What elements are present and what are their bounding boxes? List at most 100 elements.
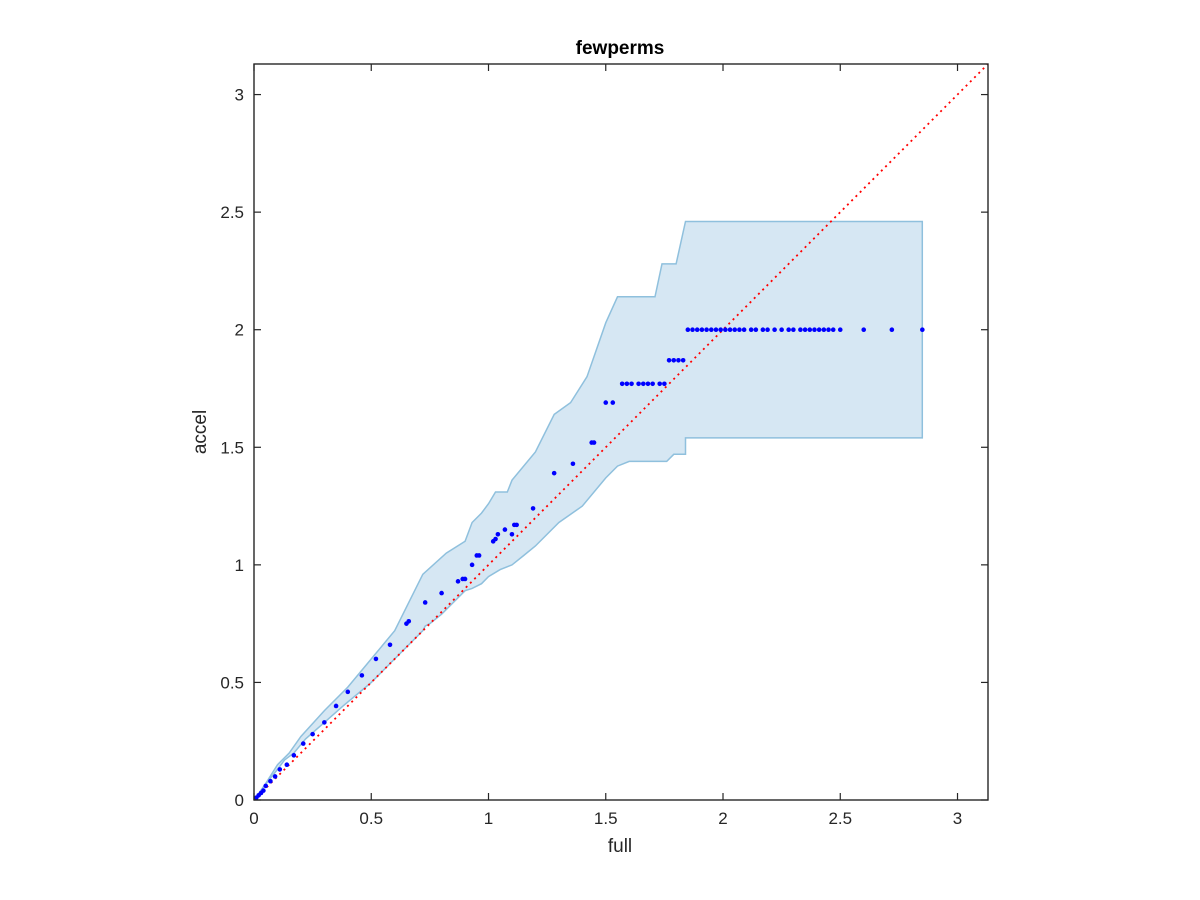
data-point <box>727 327 733 333</box>
y-tick-label: 3 <box>235 86 244 105</box>
data-point <box>333 703 339 709</box>
data-point <box>284 762 290 768</box>
y-tick-label: 0 <box>235 791 244 810</box>
data-point <box>816 327 822 333</box>
data-point <box>272 774 278 779</box>
data-point <box>530 506 536 511</box>
data-point <box>493 536 498 542</box>
data-point <box>718 327 723 333</box>
data-point <box>636 381 641 387</box>
data-point <box>830 327 836 333</box>
data-point <box>514 522 519 528</box>
data-point <box>300 741 306 746</box>
data-point <box>807 327 813 333</box>
plot-area: 0 0.5 1 1.5 2 2.5 3 0 0.5 1 1.5 2 2.5 3 <box>220 63 989 828</box>
data-point <box>694 327 700 333</box>
data-point <box>821 327 827 333</box>
data-point <box>765 327 770 333</box>
data-point <box>422 600 428 605</box>
data-point <box>690 327 695 333</box>
y-axis-label: accel <box>190 410 211 454</box>
data-point <box>261 788 266 793</box>
x-tick-label: 2.5 <box>828 809 852 828</box>
data-point <box>439 590 444 596</box>
data-point <box>708 327 714 333</box>
data-point <box>495 531 501 537</box>
data-point <box>455 579 461 584</box>
data-point <box>748 327 754 333</box>
data-point <box>662 381 667 387</box>
data-point <box>268 778 273 784</box>
data-point <box>920 327 925 333</box>
data-point <box>826 327 831 333</box>
data-point <box>666 357 672 363</box>
data-point <box>629 381 634 387</box>
data-point <box>772 327 777 333</box>
data-point <box>603 400 609 405</box>
y-tick-label: 0.5 <box>220 673 244 692</box>
data-point <box>345 689 351 695</box>
data-point <box>610 400 616 405</box>
data-point <box>476 553 482 558</box>
data-point <box>551 470 557 476</box>
data-point <box>624 381 630 387</box>
data-point <box>462 576 468 582</box>
data-point <box>704 327 709 333</box>
data-point <box>732 327 738 333</box>
data-point <box>619 381 625 387</box>
data-point <box>263 783 269 789</box>
data-point <box>359 673 365 678</box>
x-tick-label: 2 <box>718 809 727 828</box>
data-point <box>657 381 662 387</box>
data-point <box>802 327 808 333</box>
data-point <box>798 327 803 333</box>
data-point <box>676 357 681 363</box>
data-point <box>699 327 705 333</box>
data-point <box>760 327 766 333</box>
data-point <box>310 731 315 737</box>
confidence-band <box>253 220 924 801</box>
x-axis-label: full <box>608 836 632 857</box>
data-point <box>680 357 686 363</box>
x-tick-label: 1.5 <box>594 809 618 828</box>
x-tick-label: 3 <box>953 809 962 828</box>
data-point <box>469 562 475 568</box>
data-point <box>889 327 895 333</box>
axes-box <box>253 63 989 801</box>
data-point <box>741 327 747 333</box>
data-point <box>791 327 796 333</box>
data-point <box>591 440 597 445</box>
data-point <box>277 767 283 772</box>
data-point <box>713 327 719 333</box>
data-point <box>291 753 297 758</box>
y-tick-label: 2.5 <box>220 203 244 222</box>
data-point <box>650 381 655 387</box>
data-point <box>640 381 646 387</box>
data-point <box>812 327 817 333</box>
data-point <box>723 327 728 333</box>
y-tick-label: 1 <box>235 556 244 575</box>
x-tick-label: 0.5 <box>359 809 383 828</box>
data-point <box>737 327 742 333</box>
y-tick-label: 1.5 <box>220 438 244 457</box>
data-point <box>373 656 379 662</box>
data-point <box>406 618 412 624</box>
data-point <box>861 327 867 333</box>
data-point <box>509 531 515 537</box>
data-point <box>779 327 784 333</box>
data-point <box>387 642 393 648</box>
x-tick-label: 1 <box>484 809 493 828</box>
chart-title: fewperms <box>576 38 665 59</box>
data-point <box>502 527 508 532</box>
data-point <box>837 327 843 333</box>
data-point <box>753 327 759 333</box>
y-tick-label: 2 <box>235 321 244 340</box>
data-point <box>671 357 677 363</box>
data-point <box>786 327 791 333</box>
data-point <box>645 381 651 387</box>
data-point <box>685 327 691 333</box>
x-tick-label: 0 <box>249 809 258 828</box>
data-point <box>322 720 327 725</box>
data-point <box>570 461 576 467</box>
